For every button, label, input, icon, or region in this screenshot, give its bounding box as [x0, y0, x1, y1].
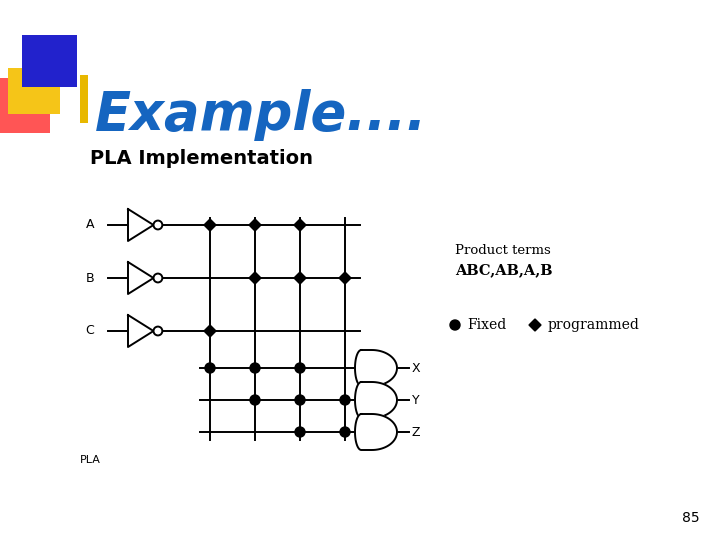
Polygon shape: [249, 219, 261, 231]
Polygon shape: [204, 325, 216, 337]
Circle shape: [340, 395, 350, 405]
Polygon shape: [355, 414, 397, 450]
Polygon shape: [249, 272, 261, 284]
Bar: [80, 75, 88, 123]
Circle shape: [450, 320, 460, 330]
Bar: [0, 78, 50, 133]
Polygon shape: [294, 219, 306, 231]
Circle shape: [153, 220, 162, 230]
Polygon shape: [355, 350, 397, 386]
Text: A: A: [86, 219, 94, 232]
Circle shape: [153, 274, 162, 282]
Circle shape: [250, 395, 260, 405]
Text: X: X: [412, 361, 420, 375]
Circle shape: [295, 363, 305, 373]
Bar: [8, 68, 60, 114]
Text: PLA: PLA: [80, 455, 100, 465]
Circle shape: [205, 363, 215, 373]
Text: programmed: programmed: [548, 318, 640, 332]
Text: PLA Implementation: PLA Implementation: [90, 148, 313, 167]
Polygon shape: [355, 382, 397, 418]
Circle shape: [295, 427, 305, 437]
Text: 85: 85: [683, 511, 700, 525]
Text: Y: Y: [412, 394, 420, 407]
Polygon shape: [529, 319, 541, 331]
Polygon shape: [128, 209, 153, 241]
Polygon shape: [204, 219, 216, 231]
Polygon shape: [339, 272, 351, 284]
Circle shape: [340, 427, 350, 437]
Polygon shape: [128, 315, 153, 347]
Text: C: C: [86, 325, 94, 338]
Text: B: B: [86, 272, 94, 285]
Polygon shape: [128, 262, 153, 294]
Polygon shape: [294, 272, 306, 284]
Text: Example....: Example....: [95, 89, 427, 141]
Circle shape: [295, 395, 305, 405]
Text: Product terms: Product terms: [455, 244, 551, 256]
Bar: [22, 35, 77, 87]
Text: Z: Z: [412, 426, 420, 438]
Text: ABC,AB,A,B: ABC,AB,A,B: [455, 263, 552, 277]
Circle shape: [153, 327, 162, 335]
Text: Fixed: Fixed: [467, 318, 506, 332]
Circle shape: [250, 363, 260, 373]
